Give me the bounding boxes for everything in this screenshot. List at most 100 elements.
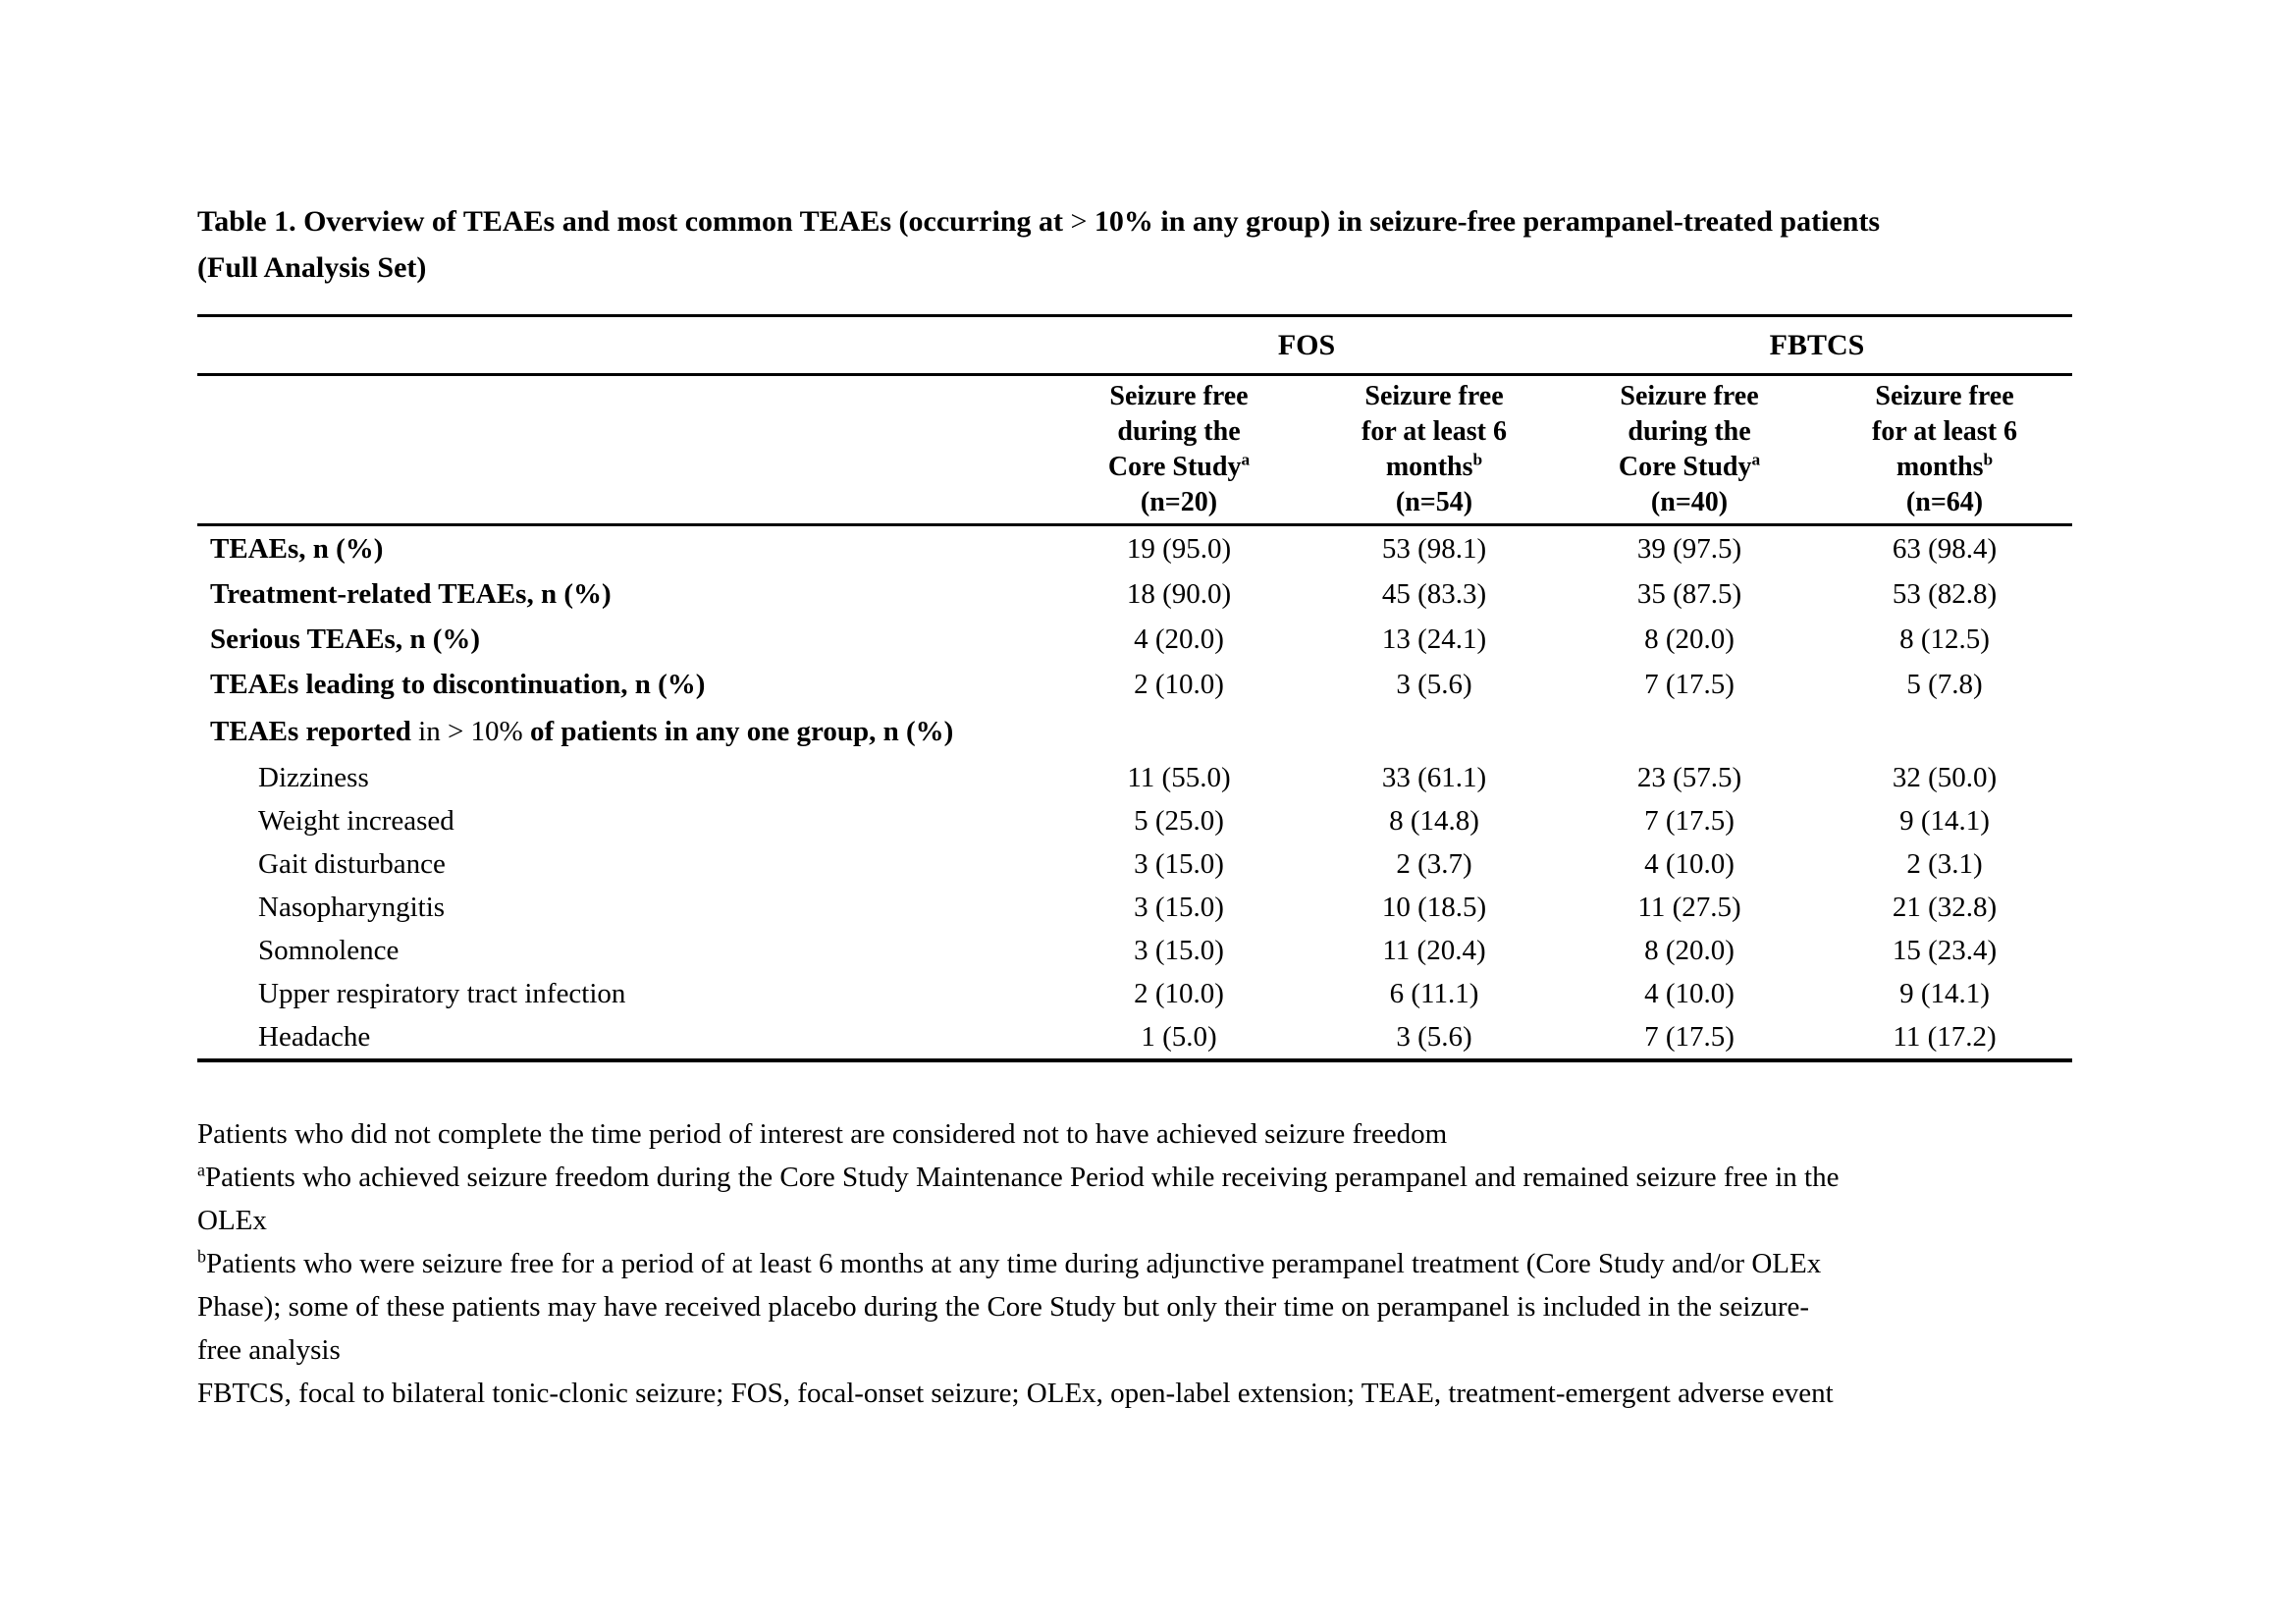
cell-value: 18 (90.0): [1126, 577, 1232, 610]
cell-value: 2 (3.7): [1396, 847, 1472, 880]
section-label-threshold: in > 10%: [418, 715, 523, 747]
cell-value: 33 (61.1): [1381, 761, 1487, 793]
cell-value: 11 (27.5): [1637, 891, 1741, 923]
cell-value: 7 (17.5): [1562, 1015, 1818, 1062]
footnote-line: aPatients who achieved seizure freedom d…: [197, 1156, 2111, 1199]
table-row: Dizziness 11 (55.0) 33 (61.1) 23 (57.5) …: [197, 756, 2072, 799]
cell-value: 23 (57.5): [1636, 761, 1742, 793]
cell-value: 11 (20.4): [1382, 934, 1486, 966]
column-header-line: Core Studya: [1562, 450, 1817, 485]
row-label: Dizziness: [258, 761, 369, 793]
row-label: Somnolence: [258, 934, 400, 966]
cell-value: 5 (7.8): [1906, 668, 1983, 700]
column-header-line: Seizure free: [1109, 381, 1249, 411]
footnote-line: free analysis: [197, 1334, 341, 1366]
row-label: Gait disturbance: [258, 847, 446, 880]
cell-value: 4 (10.0): [1644, 847, 1735, 880]
title-text: 10% in any group) in seizure-free peramp…: [1094, 205, 1881, 238]
cell-value: 2 (10.0): [1134, 668, 1224, 700]
cell-value: 63 (98.4): [1892, 532, 1998, 565]
cell-value: 4 (20.0): [1134, 623, 1224, 655]
column-header-line: during the: [1117, 416, 1241, 447]
table-title-line-2: (Full Analysis Set): [197, 251, 427, 284]
cell-value: 7 (17.5): [1644, 668, 1735, 700]
column-header-spacer: [197, 374, 1051, 526]
column-header-n: (n=20): [1140, 487, 1218, 517]
cell-value: 39 (97.5): [1636, 532, 1742, 565]
cell-value: 2 (10.0): [1134, 977, 1224, 1009]
group-header-fos: FOS: [1051, 314, 1563, 376]
table-row: Somnolence 3 (15.0) 11 (20.4) 8 (20.0) 1…: [197, 929, 2072, 972]
column-header-text: months: [1385, 452, 1473, 482]
column-header-line: Seizure free: [1364, 381, 1504, 411]
table-row: Treatment-related TEAEs, n (%) 18 (90.0)…: [197, 571, 2072, 617]
group-header-fbtcs: FBTCS: [1562, 314, 2073, 376]
column-header-line: Seizure free: [1620, 381, 1759, 411]
cell-value: 3 (15.0): [1134, 934, 1224, 966]
row-label: Weight increased: [258, 804, 454, 837]
column-header-n: (n=54): [1395, 487, 1473, 517]
column-header-line: monthsb: [1307, 450, 1562, 485]
column-header-text: months: [1896, 452, 1984, 482]
column-header-line: monthsb: [1817, 450, 2072, 485]
cell-value: 8 (12.5): [1899, 623, 1990, 655]
column-header-row: Seizure free during the Core Studya (n=2…: [197, 374, 2073, 526]
row-label: Treatment-related TEAEs, n (%): [210, 577, 612, 610]
cell-value: 21 (32.8): [1892, 891, 1998, 923]
cell-value: 8 (20.0): [1644, 934, 1735, 966]
table-row: TEAEs, n (%) 19 (95.0) 53 (98.1) 39 (97.…: [197, 525, 2072, 572]
row-label: Nasopharyngitis: [258, 891, 446, 923]
cell-value: 3 (15.0): [1134, 891, 1224, 923]
cell-value: 5 (25.0): [1134, 804, 1224, 837]
footnote-line: Patients who did not complete the time p…: [197, 1118, 1448, 1150]
cell-value: 15 (23.4): [1892, 934, 1998, 966]
column-header-line: for at least 6: [1872, 416, 2018, 447]
table-row: Upper respiratory tract infection 2 (10.…: [197, 972, 2072, 1015]
footnote-line: FBTCS, focal to bilateral tonic-clonic s…: [197, 1378, 1834, 1409]
column-header-line: Core Studya: [1051, 450, 1307, 485]
cell-value: 10 (18.5): [1381, 891, 1487, 923]
cell-value: 11 (55.0): [1127, 761, 1231, 793]
group-header-row: FOS FBTCS: [197, 314, 2073, 376]
title-text: Table 1. Overview of TEAEs and most comm…: [197, 205, 1063, 238]
cell-value: 6 (11.1): [1389, 977, 1479, 1009]
cell-value: 53 (82.8): [1892, 577, 1998, 610]
column-header-text: Core Study: [1107, 452, 1242, 482]
cell-value: 3 (5.6): [1307, 1015, 1563, 1062]
footnote-text: Patients who achieved seizure freedom du…: [204, 1162, 1840, 1193]
column-header-line: Seizure free: [1875, 381, 2014, 411]
footnote-marker: b: [197, 1246, 206, 1267]
cell-value: 1 (5.0): [1051, 1015, 1307, 1062]
table-row: Headache 1 (5.0) 3 (5.6) 7 (17.5) 11 (17…: [197, 1015, 2073, 1062]
footnote-marker: a: [1751, 450, 1761, 469]
row-label: Serious TEAEs, n (%): [210, 623, 481, 655]
column-header: Seizure free during the Core Studya (n=4…: [1562, 374, 1818, 526]
table-title: Table 1. Overview of TEAEs and most comm…: [197, 198, 2107, 291]
column-header-n: (n=40): [1650, 487, 1729, 517]
table-row: Nasopharyngitis 3 (15.0) 10 (18.5) 11 (2…: [197, 886, 2072, 929]
footnote-text: Patients who were seizure free for a per…: [205, 1248, 1822, 1279]
table-row: Weight increased 5 (25.0) 8 (14.8) 7 (17…: [197, 799, 2072, 842]
cell-value: 3 (5.6): [1396, 668, 1472, 700]
cell-value: 8 (20.0): [1644, 623, 1735, 655]
row-label: TEAEs, n (%): [210, 532, 384, 565]
cell-value: 35 (87.5): [1636, 577, 1742, 610]
column-header-line: for at least 6: [1362, 416, 1507, 447]
cell-value: 7 (17.5): [1644, 804, 1735, 837]
footnote-line: OLEx: [197, 1205, 267, 1236]
table-section-row: TEAEs reported in > 10% of patients in a…: [197, 707, 2072, 756]
footnote-line: Phase); some of these patients may have …: [197, 1291, 1810, 1323]
footnote-marker: a: [197, 1160, 205, 1180]
table-row: TEAEs leading to discontinuation, n (%) …: [197, 662, 2072, 707]
cell-value: 8 (14.8): [1389, 804, 1479, 837]
footnote-marker: b: [1472, 450, 1483, 469]
cell-value: 11 (17.2): [1817, 1015, 2073, 1062]
group-header-spacer: [197, 314, 1051, 376]
table-row: Serious TEAEs, n (%) 4 (20.0) 13 (24.1) …: [197, 617, 2072, 662]
footnotes: Patients who did not complete the time p…: [197, 1112, 2111, 1415]
cell-value: 9 (14.1): [1899, 804, 1990, 837]
footnote-marker: a: [1241, 450, 1251, 469]
footnote-marker: b: [1983, 450, 1994, 469]
column-header-line: during the: [1628, 416, 1751, 447]
